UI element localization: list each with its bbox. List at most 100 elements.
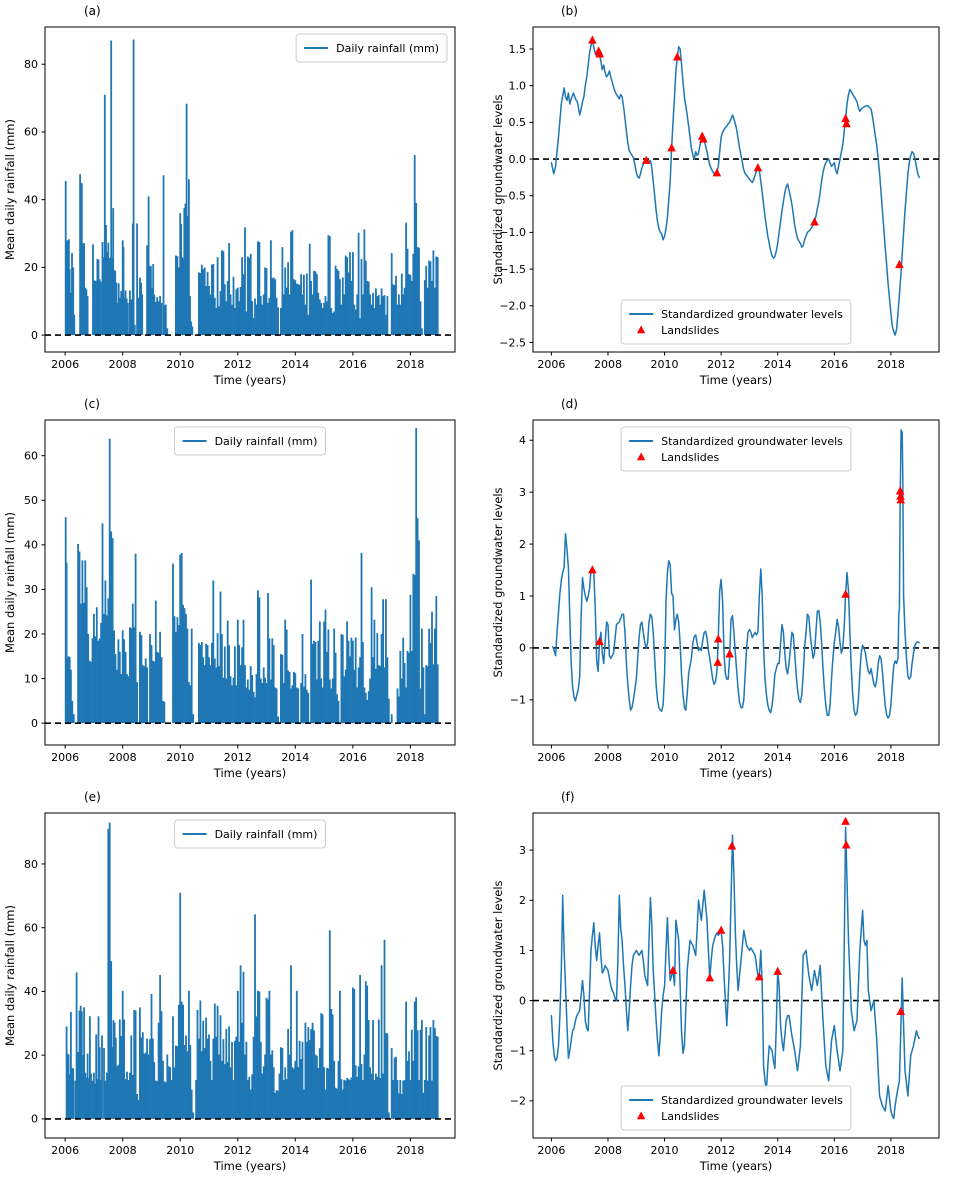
rainfall-bar (222, 1039, 225, 1119)
rainfall-bar (408, 274, 410, 335)
rainfall-bar (205, 1017, 207, 1119)
rainfall-bar (398, 294, 400, 335)
rainfall-bar (341, 634, 344, 724)
x-tick-label: 2010 (166, 1144, 194, 1157)
rainfall-bar (429, 261, 432, 336)
rainfall-bar (82, 602, 85, 724)
rainfall-bar (390, 714, 393, 724)
x-axis-label: Time (years) (213, 373, 286, 387)
rainfall-bar (284, 267, 287, 336)
rainfall-bar (399, 304, 402, 336)
rainfall-bar (70, 669, 72, 724)
rainfall-bar (268, 990, 271, 1119)
rainfall-bar (86, 296, 89, 335)
rainfall-bar (133, 627, 136, 724)
rainfall-bar (331, 313, 334, 336)
rainfall-bar (234, 1040, 236, 1119)
rainfall-bar (395, 275, 397, 335)
rainfall-bar (177, 1004, 180, 1119)
rainfall-bar (149, 1039, 151, 1119)
axes-frame (532, 26, 940, 353)
rainfall-bar (190, 1089, 193, 1119)
rainfall-bar (153, 661, 156, 724)
rainfall-bar (390, 1048, 393, 1119)
rainfall-bar (71, 253, 73, 335)
rainfall-bar (190, 628, 193, 724)
rainfall-bar (278, 1073, 281, 1119)
rainfall-bar (287, 670, 289, 724)
rainfall-bar (68, 269, 71, 336)
rainfall-bar (406, 248, 409, 335)
rainfall-bar (252, 1036, 255, 1119)
landslide-markers (668, 816, 906, 1015)
y-tick-label: 40 (24, 985, 38, 998)
rainfall-bar (198, 1038, 200, 1119)
rainfall-bar (290, 965, 292, 1119)
x-tick-label: 2010 (651, 358, 679, 371)
rainfall-bar (66, 1053, 69, 1119)
rainfall-bar (425, 265, 428, 336)
rainfall-bar (258, 242, 261, 336)
rainfall-bar (234, 308, 236, 336)
rainfall-bar (94, 1083, 96, 1119)
rainfall-bar (143, 1053, 146, 1119)
rainfall-bar (393, 1057, 396, 1119)
x-tick-label: 2012 (707, 751, 735, 764)
rainfall-bar (356, 687, 359, 724)
rainfall-bar (185, 613, 187, 724)
rainfall-bar (311, 294, 314, 335)
rainfall-bar (126, 1071, 128, 1119)
rainfall-bar (231, 304, 233, 336)
rainfall-bar (127, 1080, 130, 1119)
rainfall-bar (97, 1016, 100, 1119)
rainfall-bar (96, 1079, 99, 1119)
y-tick-label: 40 (24, 539, 38, 552)
rainfall-bar (323, 302, 325, 336)
rainfall-bar (320, 1013, 323, 1119)
rainfall-bar (367, 1020, 370, 1119)
rainfall-bar (123, 1019, 125, 1119)
rainfall-bar (285, 287, 288, 336)
rainfall-bar (281, 1048, 284, 1119)
x-tick-label: 2012 (707, 358, 735, 371)
rainfall-bar (100, 622, 102, 724)
rainfall-bar (264, 1054, 266, 1119)
rainfall-bar (255, 674, 258, 724)
rainfall-bar (225, 678, 228, 724)
rainfall-bar (421, 328, 423, 336)
rainfall-bar (167, 1066, 170, 1119)
rainfall-bar (413, 155, 416, 336)
rainfall-bar (328, 679, 331, 724)
rainfall-bar (124, 290, 127, 336)
rainfall-bar (238, 645, 241, 724)
rainfall-bar (229, 294, 232, 335)
axes-frame (44, 26, 456, 353)
rainfall-bar (376, 296, 379, 335)
rainfall-bar (369, 294, 371, 335)
rainfall-bar (416, 247, 419, 336)
rainfall-bar (265, 683, 268, 724)
rainfall-bar (80, 1011, 83, 1119)
rainfall-bar (398, 696, 400, 724)
landslide-marker (668, 965, 678, 974)
rainfall-bar (113, 630, 115, 724)
rainfall-bar (428, 628, 430, 724)
rainfall-bar (261, 1073, 264, 1119)
rainfall-bar (308, 1039, 311, 1119)
rainfall-bar (435, 1036, 438, 1119)
rainfall-bar (89, 1016, 91, 1119)
rainfall-bar (104, 1080, 107, 1119)
rainfall-bar (179, 892, 182, 1119)
rainfall-bar (340, 634, 343, 724)
rainfall-bar (385, 1032, 387, 1119)
rainfall-bar (172, 563, 174, 724)
rainfall-bar (180, 224, 182, 335)
rainfall-bar (71, 700, 74, 724)
rainfall-bar (326, 301, 328, 336)
landslide-marker (896, 491, 905, 500)
rainfall-bar (313, 270, 315, 336)
rainfall-bar (206, 1038, 209, 1119)
rainfall-bar (305, 689, 308, 724)
rainfall-bar (121, 630, 124, 724)
x-axis-label: Time (years) (699, 1159, 772, 1173)
